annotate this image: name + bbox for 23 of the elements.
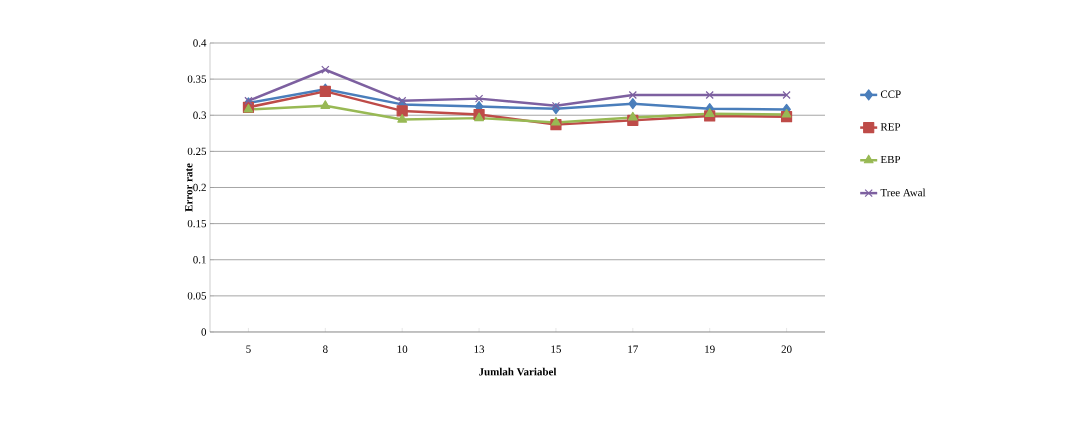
legend-label: Tree Awal — [880, 188, 926, 197]
legend-label: REP — [880, 123, 901, 131]
y-tick-label: 0.2 — [193, 183, 206, 192]
y-tick-label: 0.35 — [187, 75, 207, 83]
y-tick-label: 0.15 — [187, 219, 207, 228]
legend-label: EBP — [880, 155, 901, 164]
x-tick-label: 8 — [323, 345, 328, 353]
legend-label: CCP — [880, 90, 901, 98]
y-tick-label: 0.3 — [193, 111, 207, 119]
y-tick-label: 0.1 — [193, 256, 206, 264]
x-tick-label: 15 — [551, 345, 561, 353]
x-axis-title: Jumlah Variabel — [479, 367, 557, 376]
y-tick-label: 0 — [201, 328, 207, 336]
x-tick-label: 10 — [397, 345, 408, 353]
y-tick-label: 0.05 — [187, 292, 207, 300]
x-tick-label: 17 — [628, 345, 638, 353]
x-tick-label: 13 — [474, 345, 485, 353]
x-tick-label: 5 — [246, 345, 251, 353]
x-tick-label: 19 — [705, 345, 715, 353]
x-tick-label: 20 — [781, 345, 792, 353]
y-tick-label: 0.4 — [193, 39, 207, 47]
y-tick-label: 0.25 — [187, 147, 207, 156]
y-axis-title: Error rate — [185, 163, 193, 212]
